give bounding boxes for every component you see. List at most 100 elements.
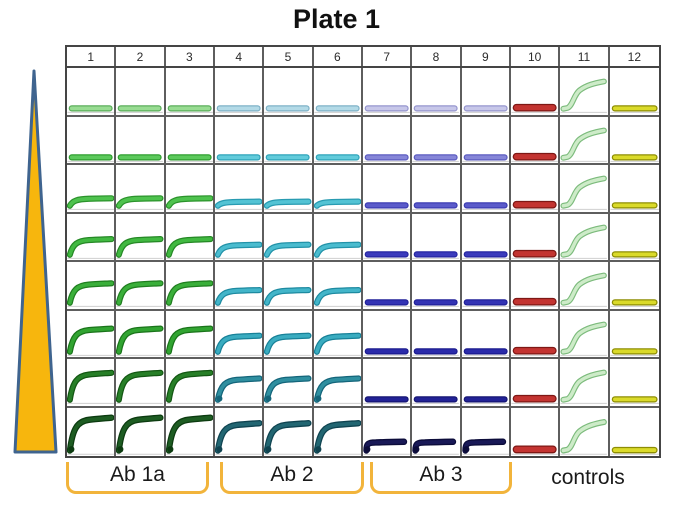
well-r2c12 [609,116,659,165]
well-r1c6 [313,68,363,117]
well-r4c6 [313,213,363,262]
well-r4c9 [461,213,511,262]
well-r7c9 [461,359,511,408]
well-r5c12 [609,262,659,311]
well-r5c6 [313,262,363,311]
well-r2c6 [313,116,363,165]
well-r1c4 [214,68,265,117]
group-bracket-ab1a: Ab 1a [66,462,209,494]
well-r6c5 [264,310,314,359]
well-r8c10 [510,407,561,456]
well-r6c12 [609,310,659,359]
column-header-1: 1 [67,47,117,66]
well-r6c3 [165,310,215,359]
well-r8c1 [67,407,117,456]
column-header-8: 8 [412,47,462,66]
well-r2c1 [67,116,117,165]
well-r2c9 [461,116,511,165]
column-header-5: 5 [264,47,314,66]
well-r4c5 [264,213,314,262]
well-r8c8 [412,407,462,456]
well-r7c8 [412,359,462,408]
well-r4c7 [362,213,413,262]
plate-grid: 1 2 3 4 5 6 7 8 9 10 11 12 [65,45,661,458]
well-r6c6 [313,310,363,359]
well-r6c2 [116,310,166,359]
column-header-10: 10 [511,47,561,66]
wells-grid [67,68,659,456]
well-r5c1 [67,262,117,311]
well-r8c7 [362,407,413,456]
well-r6c8 [412,310,462,359]
well-r2c7 [362,116,413,165]
well-r2c5 [264,116,314,165]
well-r3c12 [609,165,659,214]
well-r1c8 [412,68,462,117]
column-header-2: 2 [116,47,166,66]
column-header-4: 4 [215,47,265,66]
well-r2c11 [560,116,610,165]
well-r3c10 [510,165,561,214]
well-r8c11 [560,407,610,456]
well-r6c1 [67,310,117,359]
well-r5c9 [461,262,511,311]
figure-title: Plate 1 [292,4,381,34]
group-bracket-ab3: Ab 3 [370,462,512,494]
well-r8c2 [116,407,166,456]
column-header-3: 3 [166,47,215,66]
well-r3c4 [214,165,265,214]
well-r8c5 [264,407,314,456]
well-r7c10 [510,359,561,408]
well-r5c2 [116,262,166,311]
well-r5c5 [264,262,314,311]
column-header-9: 9 [462,47,511,66]
well-r3c1 [67,165,117,214]
well-r4c1 [67,213,117,262]
well-r8c3 [165,407,215,456]
well-r7c4 [214,359,265,408]
well-r2c2 [116,116,166,165]
well-r1c7 [362,68,413,117]
well-r1c3 [165,68,215,117]
well-r6c11 [560,310,610,359]
well-r5c8 [412,262,462,311]
column-header-12: 12 [627,49,641,64]
well-r1c1 [67,68,117,117]
well-r1c5 [264,68,314,117]
well-r8c4 [214,407,265,456]
well-r3c3 [165,165,215,214]
well-r5c4 [214,262,265,311]
well-r8c9 [461,407,511,456]
group-label-ab2: Ab 2 [270,462,314,486]
well-r3c8 [412,165,462,214]
well-r3c5 [264,165,314,214]
well-r5c11 [560,262,610,311]
well-r4c12 [609,213,659,262]
well-r5c3 [165,262,215,311]
well-r2c3 [165,116,215,165]
group-label-ab3: Ab 3 [419,462,463,486]
well-r2c10 [510,116,561,165]
well-r4c10 [510,213,561,262]
well-r7c5 [264,359,314,408]
well-r4c8 [412,213,462,262]
well-r7c3 [165,359,215,408]
well-r8c12 [609,407,659,456]
well-r1c9 [461,68,511,117]
well-r1c10 [510,68,561,117]
well-r6c7 [362,310,413,359]
well-r3c7 [362,165,413,214]
well-r5c7 [362,262,413,311]
well-r2c4 [214,116,265,165]
well-r6c10 [510,310,561,359]
column-header-row: 1 2 3 4 5 6 7 8 9 10 11 12 [67,47,659,68]
well-r1c12 [609,68,659,117]
well-r4c2 [116,213,166,262]
group-bracket-ab2: Ab 2 [220,462,364,494]
well-r3c2 [116,165,166,214]
well-r3c6 [313,165,363,214]
well-r1c2 [116,68,166,117]
well-r4c11 [560,213,610,262]
well-r2c8 [412,116,462,165]
